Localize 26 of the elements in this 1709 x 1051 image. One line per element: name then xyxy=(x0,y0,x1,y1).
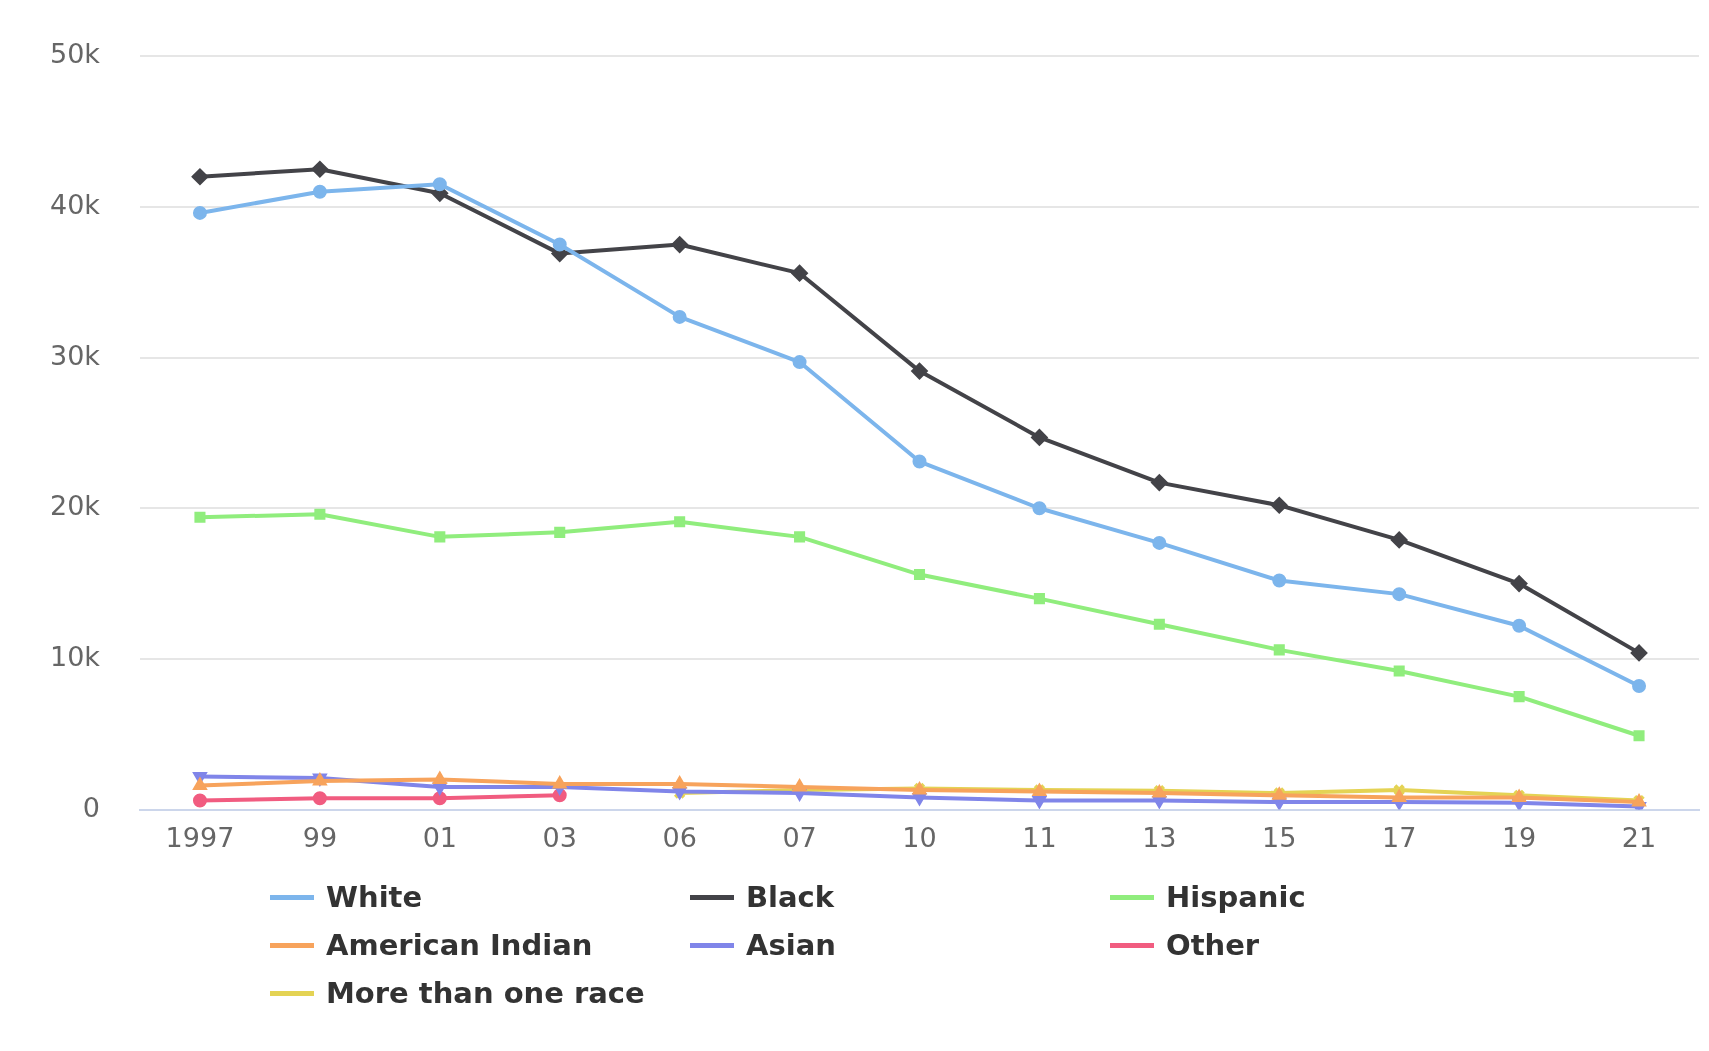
y-tick-label: 20k xyxy=(49,490,101,522)
legend-label: Black xyxy=(746,880,835,914)
x-tick-label: 06 xyxy=(662,821,697,853)
x-tick-label: 07 xyxy=(782,821,817,853)
legend-label: Asian xyxy=(746,928,836,962)
y-tick-label: 0 xyxy=(82,791,100,823)
x-tick-label: 15 xyxy=(1262,821,1297,853)
x-tick-label: 10 xyxy=(902,821,937,853)
x-tick-label: 01 xyxy=(422,821,457,853)
legend-label: White xyxy=(326,880,423,914)
legend-label: American Indian xyxy=(326,928,593,962)
legend-label: More than one race xyxy=(326,976,645,1010)
x-tick-label: 17 xyxy=(1382,821,1417,853)
legend-label: Hispanic xyxy=(1166,880,1306,914)
x-tick-label: 99 xyxy=(302,821,338,853)
x-tick-label: 13 xyxy=(1142,821,1177,853)
y-tick-label: 10k xyxy=(49,640,101,672)
y-tick-label: 50k xyxy=(49,38,101,70)
legend-label: Other xyxy=(1166,928,1260,962)
y-tick-label: 30k xyxy=(49,339,101,371)
x-tick-label: 11 xyxy=(1022,821,1057,853)
y-tick-label: 40k xyxy=(49,188,101,220)
x-tick-label: 19 xyxy=(1501,821,1537,853)
x-tick-label: 21 xyxy=(1621,821,1657,853)
x-tick-label: 1997 xyxy=(165,821,235,853)
x-tick-label: 03 xyxy=(542,821,577,853)
